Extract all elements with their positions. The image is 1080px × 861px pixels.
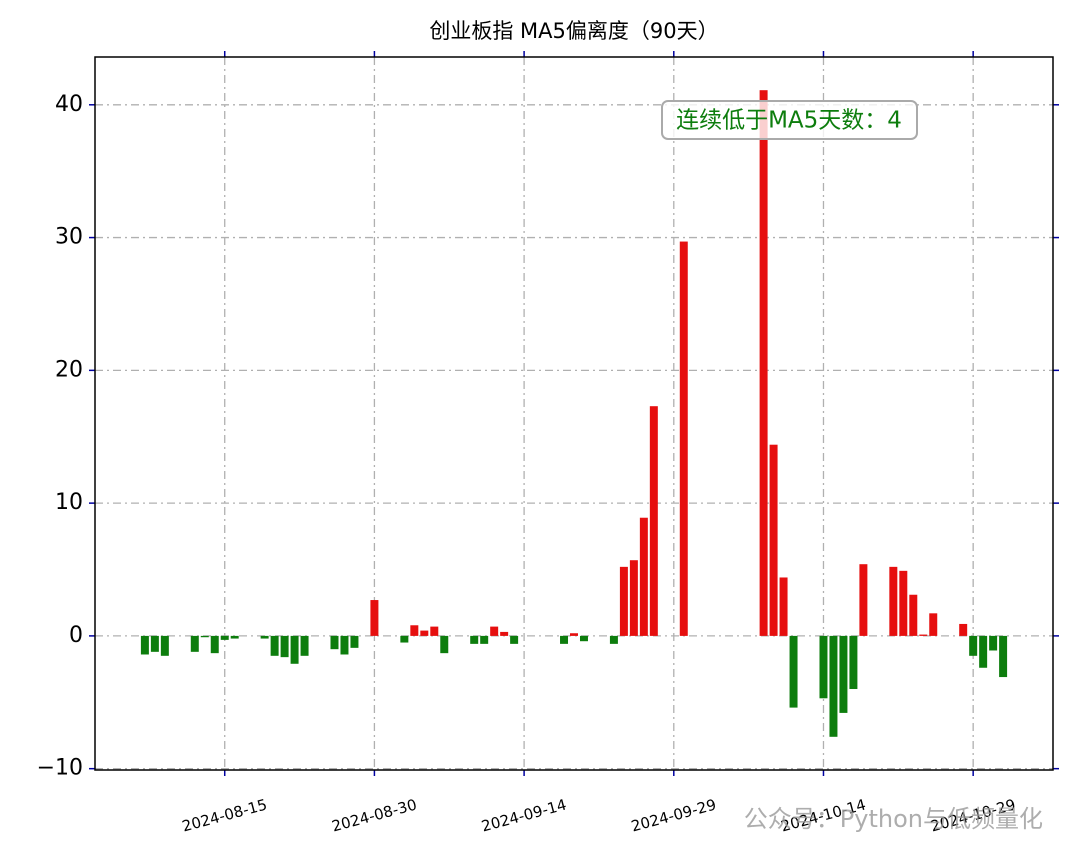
y-tick-label: 10 bbox=[55, 490, 83, 515]
bar bbox=[619, 566, 628, 636]
bar bbox=[789, 635, 798, 708]
bar bbox=[150, 635, 159, 652]
bar bbox=[280, 635, 289, 658]
bar bbox=[839, 635, 848, 713]
x-tick-label: 2024-08-15 bbox=[180, 796, 269, 836]
bar bbox=[829, 635, 838, 737]
bar bbox=[230, 635, 239, 639]
bar bbox=[470, 635, 479, 644]
bar bbox=[769, 444, 778, 636]
bar bbox=[500, 631, 509, 636]
bar bbox=[560, 635, 569, 644]
y-tick-label: −10 bbox=[37, 756, 83, 781]
bar bbox=[160, 635, 169, 656]
bar bbox=[140, 635, 149, 655]
bar bbox=[510, 635, 519, 644]
y-tick-label: 40 bbox=[55, 92, 83, 117]
bar bbox=[929, 613, 938, 636]
bar bbox=[579, 635, 588, 642]
annotation: 连续低于MA5天数：4 bbox=[676, 108, 902, 134]
bar bbox=[440, 635, 449, 654]
bar bbox=[969, 635, 978, 656]
bar bbox=[609, 635, 618, 644]
y-tick-label: 30 bbox=[55, 225, 83, 250]
y-tick-label: 0 bbox=[69, 623, 83, 648]
x-tick-label: 2024-09-14 bbox=[480, 796, 569, 836]
bar bbox=[889, 566, 898, 636]
plot-frame bbox=[94, 56, 1054, 771]
bar bbox=[899, 570, 908, 636]
y-tick-label: 20 bbox=[55, 357, 83, 382]
bar bbox=[779, 577, 788, 636]
watermark: 公众号：Python与低频量化 bbox=[744, 805, 1043, 833]
bar bbox=[919, 634, 928, 636]
bar bbox=[400, 635, 409, 643]
bar bbox=[210, 635, 219, 654]
chart-title: 创业板指 MA5偏离度（90天） bbox=[429, 19, 718, 43]
bar bbox=[490, 626, 499, 636]
bar bbox=[270, 635, 279, 656]
bar bbox=[679, 241, 688, 636]
x-tick-label: 2024-09-29 bbox=[629, 796, 718, 836]
bar bbox=[340, 635, 349, 655]
bar bbox=[979, 635, 988, 668]
bar bbox=[330, 635, 339, 650]
bar bbox=[350, 635, 359, 648]
bar bbox=[819, 635, 828, 699]
bar bbox=[759, 90, 768, 636]
bar bbox=[290, 635, 299, 664]
x-tick-label: 2024-08-30 bbox=[330, 796, 419, 836]
bar bbox=[629, 560, 638, 636]
bar bbox=[220, 635, 229, 640]
bar bbox=[989, 635, 998, 651]
bar bbox=[859, 564, 868, 636]
bar bbox=[200, 635, 209, 638]
bar bbox=[570, 633, 578, 636]
bar bbox=[420, 630, 429, 636]
bar bbox=[190, 635, 199, 652]
bar bbox=[849, 635, 858, 690]
bar bbox=[410, 625, 419, 636]
bar bbox=[649, 406, 658, 636]
bar bbox=[909, 594, 918, 636]
bar bbox=[370, 600, 379, 636]
bar bbox=[639, 517, 648, 636]
annotation-box bbox=[661, 100, 918, 140]
bar bbox=[480, 635, 489, 644]
bar bbox=[260, 635, 269, 639]
bar bbox=[430, 626, 439, 636]
bar bbox=[959, 623, 968, 636]
bar bbox=[300, 635, 309, 656]
bar bbox=[999, 635, 1008, 678]
